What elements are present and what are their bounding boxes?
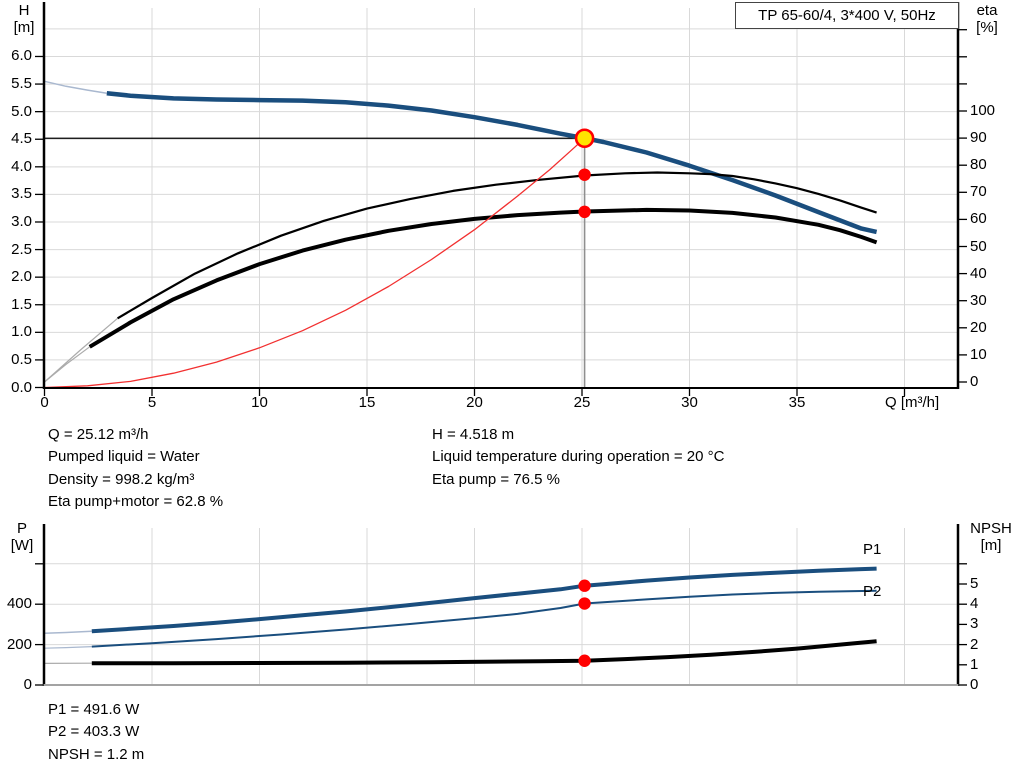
left-tick-label: 6.0 — [11, 47, 32, 65]
p-axis-label-unit: [W] — [10, 537, 34, 554]
x-tick-label: 15 — [358, 394, 376, 411]
right-tick-label: 100 — [970, 102, 996, 119]
info-line: NPSH = 1.2 m — [48, 745, 145, 763]
eta-pump-motor-lead — [44, 346, 91, 383]
right-tick-label: 0 — [970, 373, 979, 390]
head-curve — [106, 90, 878, 235]
system-curve — [44, 137, 586, 389]
p1-curve-lead — [44, 630, 92, 635]
info-line: Pumped liquid = Water — [48, 448, 200, 466]
info-line: Q = 25.12 m³/h — [48, 426, 149, 443]
q-axis-label: Q [m³/h] — [885, 394, 940, 411]
left-tick-label: 5.5 — [11, 75, 32, 93]
pump-model-title: TP 65-60/4, 3*400 V, 50Hz — [735, 2, 959, 29]
right-tick-label: 5 — [970, 575, 979, 592]
eta-pump-lead — [44, 317, 118, 383]
info-line: P1 = 491.6 W — [48, 701, 140, 718]
x-tick-label: 10 — [251, 394, 268, 411]
p1-point — [578, 579, 591, 592]
info-line: P2 = 403.3 W — [48, 723, 140, 741]
info-line: Liquid temperature during operation = 20… — [432, 448, 725, 466]
x-tick-label: 30 — [681, 394, 698, 411]
x-tick-label: 20 — [466, 394, 483, 411]
left-tick-label: 2.0 — [11, 268, 32, 286]
left-tick-label: 0.0 — [11, 378, 32, 396]
right-tick-label: 80 — [970, 156, 987, 174]
right-tick-label: 1 — [970, 655, 979, 673]
eta-axis-label: eta [%] — [963, 2, 1011, 36]
h-axis-label: H [m] — [4, 2, 44, 36]
right-tick-label: 50 — [970, 237, 987, 255]
h-axis-label-unit: [m] — [13, 19, 35, 36]
duty-point[interactable] — [574, 128, 595, 149]
left-tick-label: 4.5 — [11, 130, 32, 148]
p2-point — [578, 597, 591, 610]
right-tick-label: 10 — [970, 345, 987, 363]
p1-curve — [91, 566, 877, 634]
eta-axis-label-symbol: eta — [976, 2, 998, 19]
eta-pump-curve — [117, 171, 877, 320]
right-tick-label: 2 — [970, 635, 979, 653]
info-line: Eta pump+motor = 62.8 % — [48, 493, 224, 511]
p2-curve — [91, 589, 877, 648]
h-axis-label-symbol: H — [18, 2, 30, 19]
eta-pump-point — [578, 168, 591, 181]
right-tick-label: 60 — [970, 210, 987, 228]
npsh-axis-label: NPSH [m] — [960, 520, 1022, 554]
right-tick-label: 70 — [970, 183, 987, 201]
left-tick-label: 2.5 — [11, 240, 32, 258]
p2-curve-label: P2 — [863, 583, 882, 600]
left-tick-label: 400 — [6, 595, 32, 613]
eta-pump-motor-curve — [88, 207, 878, 349]
left-tick-label: 0.5 — [11, 350, 32, 368]
p2-curve-lead — [44, 646, 92, 649]
left-tick-label: 3.0 — [11, 212, 32, 230]
right-tick-label: 4 — [970, 595, 979, 613]
right-tick-label: 3 — [970, 615, 979, 633]
x-tick-label: 35 — [788, 394, 806, 411]
npsh-axis-label-symbol: NPSH — [970, 520, 1012, 537]
npsh-curve — [91, 639, 877, 666]
right-tick-label: 30 — [970, 291, 987, 309]
info-line: Eta pump = 76.5 % — [432, 470, 560, 488]
info-line: Density = 998.2 kg/m³ — [48, 470, 195, 488]
right-tick-label: 40 — [970, 264, 987, 282]
npsh-point — [578, 654, 591, 667]
info-line: H = 4.518 m — [432, 426, 515, 443]
right-tick-label: 0 — [970, 676, 979, 693]
left-tick-label: 200 — [6, 635, 32, 653]
left-tick-label: 5.0 — [11, 102, 32, 120]
eta-pump-motor-point — [578, 205, 591, 219]
x-tick-label: 25 — [573, 394, 591, 411]
p1-curve-label: P1 — [863, 541, 882, 558]
x-tick-label: 5 — [147, 394, 157, 411]
eta-axis-label-unit: [%] — [976, 19, 998, 36]
npsh-axis-label-unit: [m] — [980, 537, 1002, 554]
right-tick-label: 20 — [970, 318, 987, 336]
p-axis-label: P [W] — [2, 520, 42, 554]
left-tick-label: 4.0 — [11, 157, 32, 175]
left-tick-label: 3.5 — [11, 185, 32, 203]
right-tick-label: 90 — [970, 129, 987, 147]
left-tick-label: 0 — [23, 676, 32, 693]
left-tick-label: 1.5 — [11, 295, 32, 313]
left-tick-label: 1.0 — [11, 323, 32, 341]
p-axis-label-symbol: P — [16, 520, 27, 537]
head-curve-lead — [44, 80, 107, 94]
x-tick-label: 0 — [40, 394, 49, 411]
